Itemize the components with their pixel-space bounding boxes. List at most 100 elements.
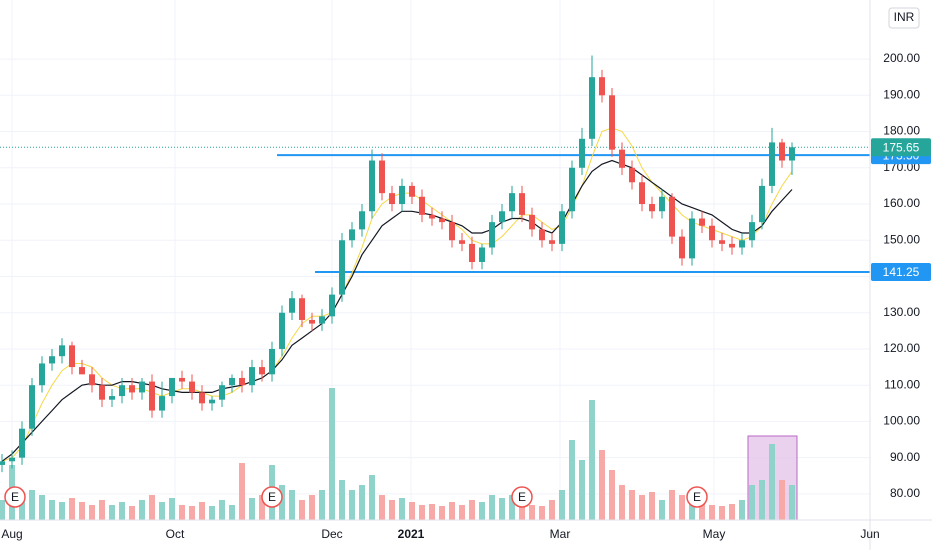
candle-body xyxy=(239,377,245,386)
volume-bar xyxy=(49,500,55,520)
y-tick-label: 90.00 xyxy=(890,450,920,464)
volume-bar xyxy=(609,470,615,520)
volume-bar xyxy=(0,500,5,520)
candle-body xyxy=(89,374,95,386)
candle-body xyxy=(319,316,325,324)
earnings-label: E xyxy=(11,490,19,504)
y-tick-label: 80.00 xyxy=(890,486,920,500)
x-tick-label: 2021 xyxy=(398,527,425,541)
candle-body xyxy=(249,367,255,386)
volume-bar xyxy=(739,500,745,520)
candle-body xyxy=(729,243,735,248)
volume-bar xyxy=(679,495,685,520)
candle-body xyxy=(749,222,755,241)
earnings-marker xyxy=(261,486,283,508)
candle-body xyxy=(369,160,375,212)
candle-body xyxy=(189,381,195,393)
candle-body xyxy=(689,218,695,259)
candle-body xyxy=(669,196,675,237)
volume-bar xyxy=(129,506,135,520)
candle-body xyxy=(439,218,445,223)
earnings-label: E xyxy=(268,490,276,504)
currency-label[interactable]: INR xyxy=(894,10,915,24)
volume-bar xyxy=(339,480,345,520)
x-tick-label: Dec xyxy=(321,527,342,541)
earnings-marker xyxy=(511,486,533,508)
y-tick-label: 200.00 xyxy=(883,51,920,65)
price-badge-label: 141.25 xyxy=(883,265,920,279)
y-tick-label: 100.00 xyxy=(883,414,920,428)
candle-body xyxy=(699,218,705,226)
candle-body xyxy=(69,345,75,368)
candle-body xyxy=(519,193,525,215)
candle-body xyxy=(459,240,465,244)
volume-bar xyxy=(459,505,465,520)
candle-body xyxy=(39,363,45,386)
volume-bar xyxy=(649,492,655,520)
candle-body xyxy=(469,243,475,262)
candle-body xyxy=(279,312,285,349)
price-badge xyxy=(871,262,931,281)
candle-body xyxy=(199,392,205,404)
price-badge xyxy=(871,138,931,157)
volume-bar xyxy=(589,400,595,520)
candle-body xyxy=(259,367,265,375)
candle-body xyxy=(209,399,215,404)
candle-body xyxy=(509,193,515,212)
candle-body xyxy=(709,225,715,241)
candle-body xyxy=(109,396,115,400)
volume-bar xyxy=(149,495,155,520)
candle-body xyxy=(499,211,505,223)
x-tick-label: Jun xyxy=(860,527,879,541)
volume-bar xyxy=(369,475,375,520)
candle-body xyxy=(789,147,795,161)
volume-bar xyxy=(639,495,645,520)
volume-bar xyxy=(529,505,535,520)
volume-bar xyxy=(379,495,385,520)
candle-body xyxy=(619,149,625,168)
volume-bar xyxy=(209,506,215,520)
volume-bar xyxy=(39,495,45,520)
candle-body xyxy=(9,457,15,462)
x-tick-label: May xyxy=(703,527,726,541)
currency-box[interactable] xyxy=(888,7,920,29)
volume-bar xyxy=(139,500,145,520)
volume-bar xyxy=(99,500,105,520)
candle-body xyxy=(269,348,275,375)
candle-body xyxy=(659,196,665,212)
candle-body xyxy=(769,142,775,186)
candle-body xyxy=(639,182,645,205)
candle-body xyxy=(489,222,495,248)
volume-bar xyxy=(409,502,415,520)
candle-body xyxy=(0,461,5,465)
candle-body xyxy=(579,138,585,168)
candle-body xyxy=(119,385,125,397)
candle-body xyxy=(139,381,145,393)
volume-bar xyxy=(329,388,335,520)
earnings-marker xyxy=(686,486,708,508)
candle-body xyxy=(49,356,55,364)
candle-body xyxy=(609,95,615,150)
volume-bar xyxy=(399,498,405,520)
volume-bar xyxy=(249,498,255,520)
y-tick-label: 130.00 xyxy=(883,305,920,319)
candle-body xyxy=(719,240,725,244)
volume-bar xyxy=(199,502,205,520)
candle-body xyxy=(289,298,295,313)
volume-bar xyxy=(499,498,505,520)
candle-body xyxy=(19,428,25,458)
volume-bar xyxy=(629,490,635,520)
volume-bar xyxy=(419,505,425,520)
volume-bar xyxy=(89,505,95,520)
candle-body xyxy=(449,222,455,241)
volume-bar xyxy=(759,480,765,520)
volume-bar xyxy=(539,506,545,520)
candle-body xyxy=(679,236,685,259)
volume-bar xyxy=(79,502,85,520)
candle-body xyxy=(229,377,235,386)
candle-body xyxy=(159,396,165,411)
volume-bar xyxy=(179,505,185,520)
candle-body xyxy=(339,240,345,295)
candle-body xyxy=(569,167,575,212)
